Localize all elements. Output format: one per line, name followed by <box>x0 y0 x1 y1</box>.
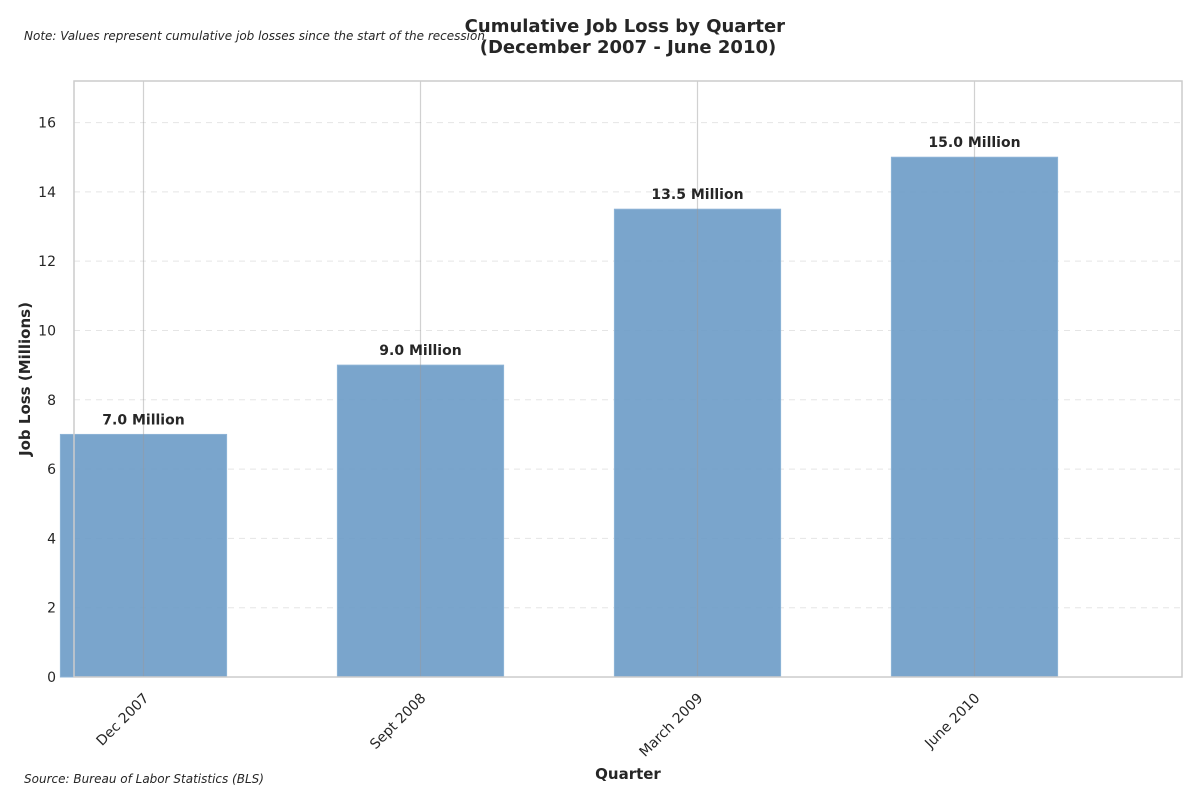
y-tick-label: 6 <box>47 462 56 478</box>
x-tick-label: Sept 2008 <box>367 691 429 753</box>
plot-frame <box>73 80 1183 678</box>
bar-value-labels: 7.0 Million 9.0 Million 13.5 Million 15.0 M… <box>102 135 1020 428</box>
vertical-gridlines <box>142 81 976 677</box>
y-axis-ticks: 0 2 4 6 8 10 12 14 16 <box>38 116 56 686</box>
x-tick-label: Dec 2007 <box>94 691 153 750</box>
bar-value-label: 9.0 Million <box>379 343 461 359</box>
x-tick-label: March 2009 <box>636 691 706 761</box>
y-axis-label: Job Loss (Millions) <box>16 302 34 457</box>
x-axis-label: Quarter <box>595 765 661 783</box>
y-tick-label: 12 <box>38 254 56 270</box>
bar-value-label: 13.5 Million <box>651 187 743 203</box>
y-tick-label: 4 <box>47 531 56 547</box>
chart-note: Note: Values represent cumulative job lo… <box>24 29 485 43</box>
bar <box>890 156 1059 678</box>
y-tick-label: 14 <box>38 185 56 201</box>
source-note: Source: Bureau of Labor Statistics (BLS) <box>24 772 264 786</box>
y-tick-label: 0 <box>47 670 56 686</box>
chart-title-line-1: Cumulative Job Loss by Quarter <box>465 16 785 37</box>
bar <box>613 208 782 678</box>
bar <box>59 433 228 678</box>
x-axis-ticks: Dec 2007 Sept 2008 March 2009 June 2010 <box>94 691 984 761</box>
x-tick-label: June 2010 <box>921 691 983 753</box>
bar-value-label: 7.0 Million <box>102 412 184 428</box>
bar-value-label: 15.0 Million <box>928 135 1020 151</box>
chart-title-line-2: (December 2007 - June 2010) <box>480 37 776 58</box>
y-tick-label: 10 <box>38 323 56 339</box>
bars <box>59 156 1059 678</box>
chart-title: Cumulative Job Loss by Quarter (December… <box>465 16 792 58</box>
y-tick-label: 8 <box>47 393 56 409</box>
y-tick-label: 2 <box>47 601 56 617</box>
y-tick-label: 16 <box>38 116 56 132</box>
